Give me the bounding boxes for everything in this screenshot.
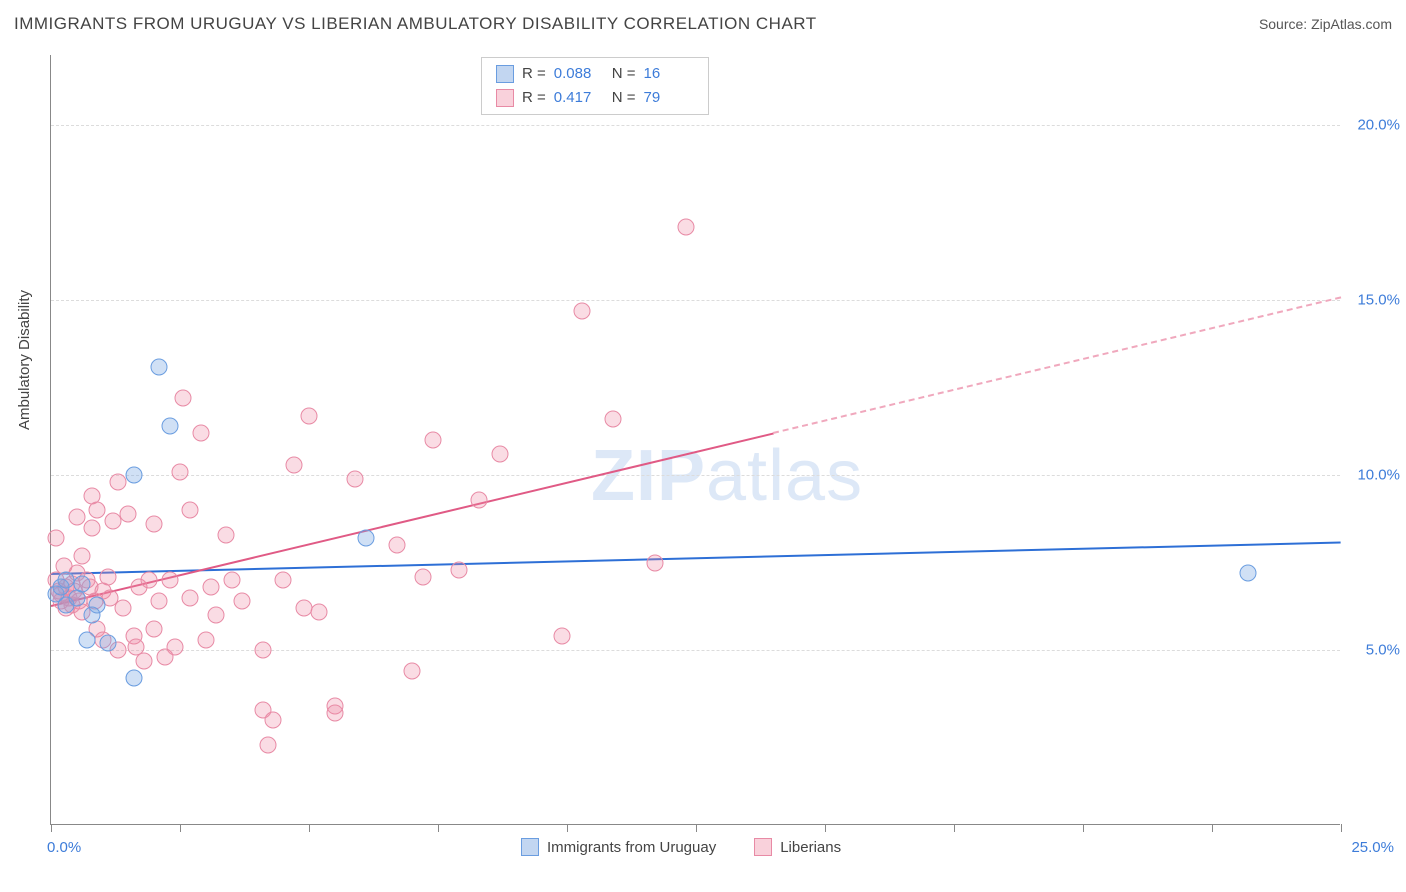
data-point xyxy=(471,491,488,508)
data-point xyxy=(347,470,364,487)
data-point xyxy=(259,736,276,753)
data-point xyxy=(208,607,225,624)
data-point xyxy=(233,593,250,610)
plot-area: ZIPatlas R = 0.088 N = 16 R = 0.417 N = … xyxy=(50,55,1340,825)
legend-stats-row-blue: R = 0.088 N = 16 xyxy=(496,62,694,86)
data-point xyxy=(254,642,271,659)
data-point xyxy=(404,663,421,680)
x-tick xyxy=(825,824,826,832)
data-point xyxy=(223,572,240,589)
legend-stats-row-pink: R = 0.417 N = 79 xyxy=(496,86,694,110)
x-tick xyxy=(567,824,568,832)
x-tick xyxy=(954,824,955,832)
data-point xyxy=(79,631,96,648)
data-point xyxy=(99,568,116,585)
data-point xyxy=(58,572,75,589)
data-point xyxy=(174,390,191,407)
data-point xyxy=(161,572,178,589)
legend-item-liberians: Liberians xyxy=(754,838,841,856)
x-tick xyxy=(180,824,181,832)
data-point xyxy=(125,467,142,484)
swatch-pink-icon xyxy=(754,838,772,856)
x-tick xyxy=(1083,824,1084,832)
x-tick xyxy=(438,824,439,832)
gridline-h xyxy=(51,125,1340,126)
data-point xyxy=(151,358,168,375)
data-point xyxy=(677,218,694,235)
data-point xyxy=(135,652,152,669)
data-point xyxy=(182,502,199,519)
x-tick xyxy=(696,824,697,832)
data-point xyxy=(275,572,292,589)
data-point xyxy=(574,302,591,319)
data-point xyxy=(89,502,106,519)
y-axis-title: Ambulatory Disability xyxy=(16,290,33,430)
data-point xyxy=(125,670,142,687)
data-point xyxy=(326,705,343,722)
data-point xyxy=(357,530,374,547)
data-point xyxy=(73,547,90,564)
data-point xyxy=(197,631,214,648)
data-point xyxy=(48,530,65,547)
x-axis-min-label: 0.0% xyxy=(47,839,81,856)
data-point xyxy=(264,712,281,729)
data-point xyxy=(553,628,570,645)
y-tick-label: 5.0% xyxy=(1366,642,1400,659)
y-tick-label: 15.0% xyxy=(1357,292,1400,309)
data-point xyxy=(295,600,312,617)
y-tick-label: 20.0% xyxy=(1357,117,1400,134)
gridline-h xyxy=(51,650,1340,651)
data-point xyxy=(301,407,318,424)
data-point xyxy=(141,572,158,589)
watermark: ZIPatlas xyxy=(591,435,863,517)
data-point xyxy=(156,649,173,666)
data-point xyxy=(491,446,508,463)
data-point xyxy=(1240,565,1257,582)
data-point xyxy=(424,432,441,449)
x-tick xyxy=(1212,824,1213,832)
data-point xyxy=(110,474,127,491)
trend-line xyxy=(773,297,1341,434)
data-point xyxy=(115,600,132,617)
data-point xyxy=(151,593,168,610)
data-point xyxy=(311,603,328,620)
legend-stats: R = 0.088 N = 16 R = 0.417 N = 79 xyxy=(481,57,709,115)
y-tick-label: 10.0% xyxy=(1357,467,1400,484)
data-point xyxy=(388,537,405,554)
legend-item-uruguay: Immigrants from Uruguay xyxy=(521,838,716,856)
data-point xyxy=(99,635,116,652)
data-point xyxy=(202,579,219,596)
data-point xyxy=(104,512,121,529)
data-point xyxy=(84,519,101,536)
data-point xyxy=(172,463,189,480)
chart-title: IMMIGRANTS FROM URUGUAY VS LIBERIAN AMBU… xyxy=(14,14,817,34)
data-point xyxy=(73,575,90,592)
legend-series: Immigrants from Uruguay Liberians xyxy=(521,838,841,856)
data-point xyxy=(192,425,209,442)
swatch-blue-icon xyxy=(521,838,539,856)
source-attribution: Source: ZipAtlas.com xyxy=(1259,16,1392,32)
data-point xyxy=(120,505,137,522)
data-point xyxy=(146,621,163,638)
data-point xyxy=(84,607,101,624)
data-point xyxy=(218,526,235,543)
data-point xyxy=(68,509,85,526)
gridline-h xyxy=(51,300,1340,301)
data-point xyxy=(285,456,302,473)
x-tick xyxy=(309,824,310,832)
data-point xyxy=(450,561,467,578)
x-axis-max-label: 25.0% xyxy=(1351,839,1394,856)
data-point xyxy=(146,516,163,533)
x-tick xyxy=(51,824,52,832)
data-point xyxy=(182,589,199,606)
swatch-blue-icon xyxy=(496,65,514,83)
swatch-pink-icon xyxy=(496,89,514,107)
data-point xyxy=(414,568,431,585)
data-point xyxy=(646,554,663,571)
data-point xyxy=(605,411,622,428)
x-tick xyxy=(1341,824,1342,832)
data-point xyxy=(161,418,178,435)
gridline-h xyxy=(51,475,1340,476)
